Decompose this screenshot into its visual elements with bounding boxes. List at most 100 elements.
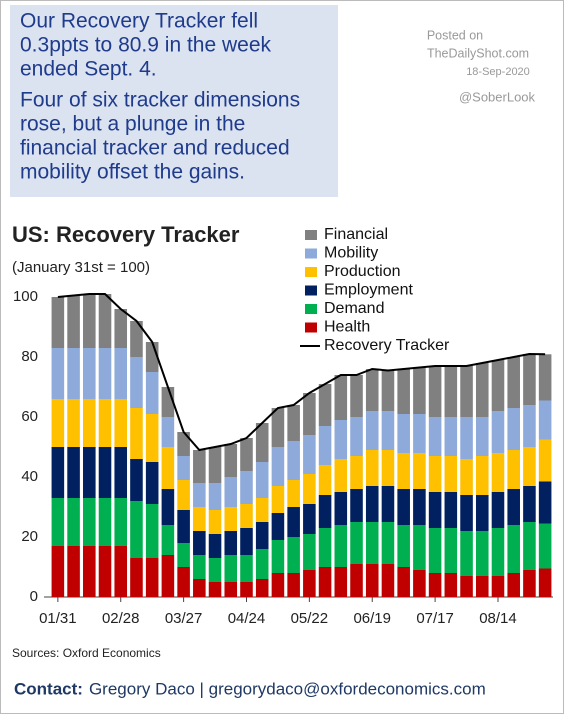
bar-segment (475, 456, 489, 495)
y-tick-label: 80 (21, 348, 38, 365)
bar-segment (365, 522, 379, 564)
bar-segment (287, 480, 300, 507)
bar-segment (507, 573, 520, 597)
bar-segment (538, 568, 552, 597)
bar-segment (177, 567, 190, 597)
bar-segment (114, 447, 128, 498)
bar-segment (67, 348, 80, 399)
bar-segment (51, 447, 65, 498)
bar-segment (507, 450, 520, 489)
bar-segment (83, 348, 96, 399)
bar-segment (303, 474, 316, 504)
legend-swatch (305, 248, 317, 259)
headline: ended Sept. 4. (20, 58, 157, 81)
bar-segment (397, 369, 410, 414)
bar-segment (303, 504, 316, 534)
bar-segment (240, 582, 253, 597)
bar-segment (318, 384, 332, 426)
bar-segment (381, 411, 395, 450)
bar-segment (397, 489, 410, 525)
bar-segment (177, 543, 190, 567)
bar-segment (397, 567, 410, 597)
bar-segment (224, 444, 238, 477)
bar-segment (475, 363, 489, 417)
x-tick-label: 04/24 (228, 610, 266, 627)
bar-segment (334, 492, 348, 525)
bar-segment (334, 375, 348, 420)
bar-segment (334, 525, 348, 567)
bar-segment (381, 450, 395, 486)
bar-segment (161, 417, 175, 447)
bar-segment (475, 417, 489, 456)
headline: rose, but a plunge in the (20, 113, 245, 136)
bar-segment (538, 481, 552, 524)
bar-segment (397, 414, 410, 453)
bar-segment (491, 528, 505, 576)
bar-segment (287, 405, 300, 441)
bar-segment (303, 435, 316, 474)
bar-segment (114, 546, 128, 597)
bar-segment (208, 483, 222, 510)
legend-label: Health (324, 319, 370, 336)
bar-segment (98, 447, 112, 498)
bar-segment (444, 366, 458, 417)
x-tick-label: 02/28 (102, 610, 140, 627)
bar-segment (507, 489, 520, 525)
x-tick-label: 06/19 (353, 610, 391, 627)
headline: Four of six tracker dimensions (20, 89, 300, 112)
bar-segment (255, 579, 269, 597)
bar-segment (491, 453, 505, 492)
bar-segment (381, 486, 395, 522)
bar-segment (177, 432, 190, 456)
bar-segment (428, 456, 442, 492)
bar-segment (303, 570, 316, 597)
bar-segment (177, 456, 190, 480)
bar-segment (491, 360, 505, 411)
bar-segment (318, 567, 332, 597)
bar-segment (177, 480, 190, 510)
bar-segment (193, 483, 206, 507)
legend-swatch (305, 267, 317, 277)
bar-segment (428, 492, 442, 528)
bar-segment (397, 453, 410, 489)
bar-segment (350, 417, 363, 456)
bar-segment (98, 294, 112, 348)
chart-title: US: Recovery Tracker (12, 222, 240, 247)
bar-segment (145, 372, 159, 414)
bar-segment (365, 369, 379, 411)
bar-segment (224, 582, 238, 597)
legend-label: Demand (324, 300, 384, 317)
bar-segment (255, 498, 269, 522)
handle: @SoberLook (459, 89, 536, 104)
bar-segment (460, 366, 473, 417)
bar-segment (67, 447, 80, 498)
bar-segment (130, 558, 143, 597)
bar-segment (334, 459, 348, 492)
bar-segment (428, 573, 442, 597)
bar-segment (318, 426, 332, 465)
bar-segment (271, 513, 285, 540)
bar-segment (240, 528, 253, 555)
legend-label: Recovery Tracker (324, 337, 450, 354)
x-tick-label: 05/22 (291, 610, 329, 627)
x-tick-label: 07/17 (416, 610, 454, 627)
legend-label: Employment (324, 282, 413, 299)
bar-segment (318, 465, 332, 495)
bar-segment (460, 459, 473, 495)
bar-segment (271, 540, 285, 573)
legend-label: Financial (324, 226, 388, 243)
legend-swatch (305, 285, 317, 296)
legend-swatch (305, 230, 317, 240)
bar-segment (491, 576, 505, 597)
bar-segment (145, 504, 159, 558)
contact-text: Gregory Daco | gregorydaco@oxfordeconomi… (89, 679, 486, 698)
bar-segment (318, 528, 332, 567)
bar-segment (460, 495, 473, 531)
bar-segment (51, 399, 65, 447)
bar-segment (444, 573, 458, 597)
bar-segment (224, 555, 238, 582)
bar-segment (538, 439, 552, 482)
bar-segment (240, 504, 253, 528)
bar-segment (224, 477, 238, 507)
bar-segment (287, 573, 300, 597)
